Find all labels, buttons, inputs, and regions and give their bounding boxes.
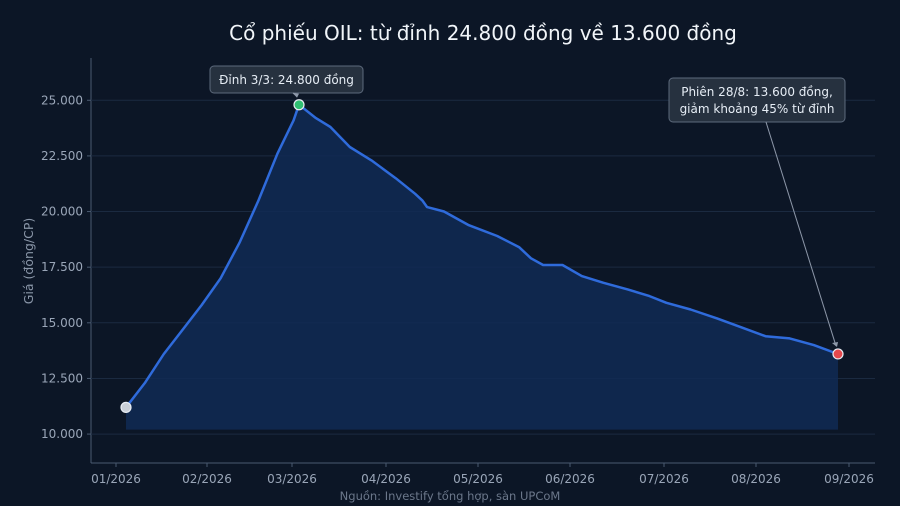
data-point (443, 210, 445, 212)
data-point (665, 302, 667, 304)
data-point (163, 353, 165, 355)
data-point (421, 199, 423, 201)
end-annotation-line-2: giảm khoảng 45% từ đỉnh (680, 102, 835, 116)
y-tick-label: 15.000 (41, 316, 83, 330)
data-point (182, 328, 184, 330)
data-point (518, 246, 520, 248)
data-point (329, 126, 331, 128)
end-annotation-line-1: Phiên 28/8: 13.600 đồng, (681, 85, 833, 99)
data-point (144, 382, 146, 384)
data-point (219, 277, 221, 279)
x-tick-label: 07/2026 (639, 472, 689, 486)
x-tick-label: 03/2026 (267, 472, 317, 486)
data-point (257, 199, 259, 201)
start-marker (120, 401, 132, 413)
price-line (125, 103, 839, 409)
price-area (126, 104, 838, 430)
data-point (561, 264, 563, 266)
end-annotation-box (668, 77, 846, 123)
data-point (542, 264, 544, 266)
data-point (496, 235, 498, 237)
y-tick-label: 12.500 (41, 371, 83, 385)
peak-annotation-text: Đỉnh 3/3: 24.800 đồng (219, 73, 354, 87)
data-point (627, 288, 629, 290)
x-tick-label: 01/2026 (91, 472, 141, 486)
data-point (292, 119, 294, 121)
data-point (414, 193, 416, 195)
data-point (813, 344, 815, 346)
y-tick-label: 22.500 (41, 149, 83, 163)
data-point (467, 224, 469, 226)
peak-marker (293, 99, 305, 111)
x-tick-label: 06/2026 (545, 472, 595, 486)
data-point (602, 282, 604, 284)
end-arrowhead (832, 341, 838, 347)
y-axis-label: Giá (đồng/CP) (21, 218, 36, 304)
y-tick-label: 20.000 (41, 205, 83, 219)
x-tick-label: 08/2026 (731, 472, 781, 486)
x-tick-label: 05/2026 (453, 472, 503, 486)
data-point (530, 257, 532, 259)
data-point (648, 295, 650, 297)
data-point (395, 177, 397, 179)
peak-annotation-box (209, 65, 364, 94)
data-point (716, 317, 718, 319)
data-point (689, 308, 691, 310)
data-point (581, 275, 583, 277)
y-tick-label: 17.500 (41, 260, 83, 274)
data-point (276, 153, 278, 155)
y-tick-label: 10.000 (41, 427, 83, 441)
end-marker (832, 348, 844, 360)
source-note: Nguồn: Investify tổng hợp, sàn UPCoM (340, 489, 561, 503)
data-point (426, 206, 428, 208)
x-tick-label: 04/2026 (361, 472, 411, 486)
y-tick-label: 25.000 (41, 93, 83, 107)
end-annotation-arrow (765, 121, 837, 347)
x-tick-label: 02/2026 (182, 472, 232, 486)
data-point (201, 304, 203, 306)
data-point (370, 159, 372, 161)
data-point (238, 242, 240, 244)
data-point (764, 335, 766, 337)
peak-arrowhead (293, 92, 299, 98)
x-tick-label: 09/2026 (824, 472, 874, 486)
data-point (315, 117, 317, 119)
data-point (740, 326, 742, 328)
data-point (789, 337, 791, 339)
data-point (349, 146, 351, 148)
chart-title: Cổ phiếu OIL: từ đỉnh 24.800 đồng về 13.… (229, 21, 737, 45)
